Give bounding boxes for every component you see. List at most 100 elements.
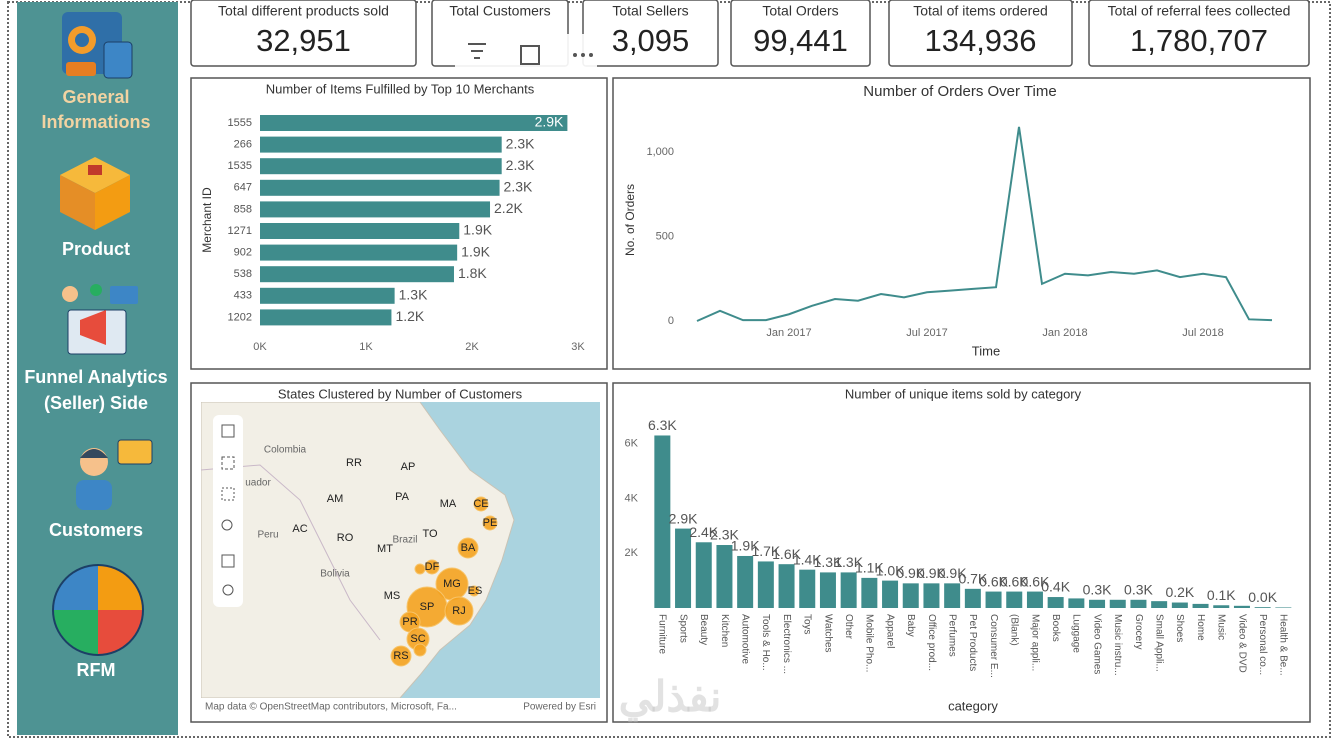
nav-item[interactable]: Informations	[41, 112, 150, 132]
state-label: RJ	[452, 605, 465, 617]
x-tick-label: 2K	[465, 341, 479, 353]
country-label: Brazil	[392, 535, 417, 546]
data-label: 1.2K	[395, 308, 424, 324]
kpi-value: 3,095	[612, 23, 690, 58]
data-label: 2.3K	[710, 527, 739, 543]
watermark: نفذلي	[619, 673, 722, 722]
y-tick-label: 1202	[228, 311, 252, 323]
x-tick-label: Home	[1195, 614, 1206, 641]
bar	[757, 561, 774, 608]
y-axis-title: No. of Orders	[623, 184, 637, 256]
data-label: 1.7K	[751, 543, 780, 559]
y-tick-label: 1535	[228, 160, 252, 172]
chart-title: Number of Orders Over Time	[863, 83, 1056, 100]
x-tick-label: Personal co...	[1257, 614, 1268, 675]
state-label: RO	[337, 532, 354, 544]
state-label: AM	[327, 493, 344, 505]
state-label: SC	[410, 633, 425, 645]
bar	[1213, 605, 1230, 608]
state-label: PE	[483, 517, 498, 529]
bar	[923, 583, 940, 608]
map-attribution: Powered by Esri	[523, 702, 596, 713]
kpi-label: Total Sellers	[612, 3, 688, 19]
data-label: 1.0K	[876, 562, 905, 578]
nav-item[interactable]: Customers	[49, 520, 143, 540]
x-tick-label: 1K	[359, 341, 373, 353]
x-tick-label: Grocery	[1133, 614, 1144, 650]
nav-item[interactable]: Product	[62, 239, 130, 259]
kpi-label: Total Customers	[449, 3, 550, 19]
bar	[1233, 605, 1250, 608]
x-tick-label: 3K	[571, 341, 585, 353]
state-label: MT	[377, 543, 393, 555]
visual-header[interactable]	[455, 34, 597, 70]
map-footer	[201, 698, 600, 716]
state-label: RR	[346, 457, 362, 469]
kpi-value: 99,441	[753, 23, 848, 58]
x-tick-label: Major appli...	[1029, 614, 1040, 671]
x-tick-label: Jul 2017	[906, 327, 948, 339]
bar	[964, 588, 981, 608]
bar	[695, 542, 712, 608]
kpi-label: Total of referral fees collected	[1108, 3, 1291, 19]
x-tick-label: Music	[1216, 614, 1227, 640]
bar	[260, 136, 502, 153]
state-label: PA	[395, 491, 410, 503]
chart-title: States Clustered by Number of Customers	[278, 386, 523, 401]
data-label: 0.6K	[1021, 573, 1050, 589]
x-tick-label: Consumer E...	[988, 614, 999, 678]
bar	[260, 223, 460, 239]
bar	[1254, 607, 1271, 608]
data-label: 0.7K	[958, 571, 987, 587]
bar	[778, 564, 795, 608]
y-tick-label: 0	[668, 315, 674, 327]
kpi-card	[730, 0, 871, 67]
x-tick-label: Music instru...	[1112, 614, 1123, 676]
bar	[1089, 599, 1106, 608]
x-tick-label: Automotive	[740, 614, 751, 664]
state-label: SP	[420, 601, 435, 613]
map-attribution: Map data © OpenStreetMap contributors, M…	[205, 702, 457, 713]
icon-funnel	[62, 284, 138, 355]
x-tick-label: Health & Be...	[1278, 614, 1289, 676]
x-tick-label: Books	[1050, 614, 1061, 642]
x-tick-label: Toys	[802, 614, 813, 635]
data-label: 1.9K	[731, 538, 760, 554]
bar	[260, 309, 392, 326]
country-label: Peru	[257, 530, 278, 541]
nav-item[interactable]: (Seller) Side	[44, 393, 148, 413]
nav-item[interactable]: General	[62, 87, 129, 107]
chart-title: Number of Items Fulfilled by Top 10 Merc…	[266, 81, 535, 96]
kpi-value: 1,780,707	[1130, 23, 1268, 58]
state-label: PR	[402, 616, 417, 628]
bar	[1130, 599, 1147, 608]
nav-item[interactable]: Funnel Analytics	[24, 367, 167, 387]
x-tick-label: Sports	[677, 614, 688, 643]
y-tick-label: 1,000	[646, 146, 674, 158]
kpi-card	[888, 0, 1073, 67]
data-label: 2.2K	[494, 200, 523, 216]
data-label: 1.3K	[399, 287, 428, 303]
bar	[902, 583, 919, 608]
x-tick-label: Perfumes	[947, 614, 958, 657]
data-label: 0.9K	[917, 565, 946, 581]
nav-item[interactable]: RFM	[77, 660, 116, 680]
bar	[260, 266, 454, 283]
bar	[799, 569, 816, 608]
state-label: TO	[422, 528, 438, 540]
bar	[260, 115, 568, 131]
state-label: MS	[384, 590, 401, 602]
bar	[882, 580, 899, 608]
x-tick-label: Pet Products	[967, 614, 978, 671]
bar	[1109, 599, 1126, 608]
x-tick-label: Watches	[822, 614, 833, 653]
bar	[260, 158, 502, 175]
data-label: 2.3K	[506, 157, 535, 173]
bar	[1171, 602, 1188, 608]
data-label: 6.3K	[648, 417, 677, 433]
bar	[819, 572, 836, 608]
map-toolbar[interactable]	[213, 415, 243, 607]
icon-rfm	[52, 564, 144, 656]
data-label: 0.4K	[1041, 579, 1070, 595]
